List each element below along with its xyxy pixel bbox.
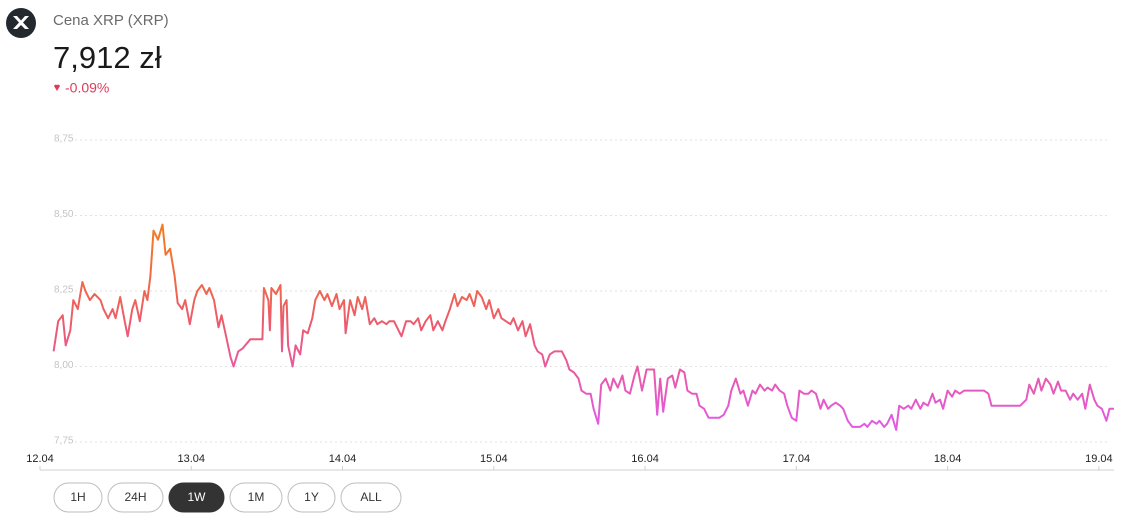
- coin-icon: [6, 8, 36, 38]
- x-tick-label: 13.04: [178, 453, 206, 465]
- range-button[interactable]: 1H: [53, 482, 103, 513]
- x-tick-label: 19.04: [1085, 453, 1113, 465]
- y-tick-label: 8,00: [54, 360, 74, 371]
- range-button-label: 1M: [248, 490, 265, 504]
- y-tick-label: 8,75: [54, 134, 74, 145]
- x-tick-label: 15.04: [480, 453, 508, 465]
- range-button-bg: [53, 482, 103, 513]
- x-tick-label: 17.04: [783, 453, 811, 465]
- range-button-label: 1Y: [304, 490, 319, 504]
- range-button-bg: [287, 482, 336, 513]
- range-button[interactable]: 24H: [107, 482, 164, 513]
- price: 7,912 zł: [53, 40, 162, 75]
- range-button-bg: [229, 482, 283, 513]
- range-button[interactable]: 1M: [229, 482, 283, 513]
- range-button-bg: [168, 482, 225, 513]
- range-button[interactable]: 1W: [168, 482, 225, 513]
- range-button-bg: [340, 482, 402, 513]
- x-tick-label: 14.04: [329, 453, 357, 465]
- range-button-label: 1W: [188, 490, 207, 504]
- range-button[interactable]: ALL: [340, 482, 402, 513]
- x-tick-label: 18.04: [934, 453, 962, 465]
- down-marker: [54, 84, 60, 91]
- x-tick-label: 16.04: [631, 453, 659, 465]
- price-change: -0.09%: [65, 80, 109, 96]
- y-tick-label: 7,75: [54, 436, 74, 447]
- y-tick-label: 8,25: [54, 285, 74, 296]
- x-tick-label: 12.04: [26, 453, 54, 465]
- range-button-bg: [107, 482, 164, 513]
- coin-title: Cena XRP (XRP): [53, 12, 169, 29]
- range-button-label: ALL: [360, 490, 382, 504]
- range-button-label: 24H: [124, 490, 146, 504]
- price-line: [52, 223, 1114, 431]
- range-button[interactable]: 1Y: [287, 482, 336, 513]
- range-button-label: 1H: [70, 490, 85, 504]
- y-tick-label: 8,50: [54, 209, 74, 220]
